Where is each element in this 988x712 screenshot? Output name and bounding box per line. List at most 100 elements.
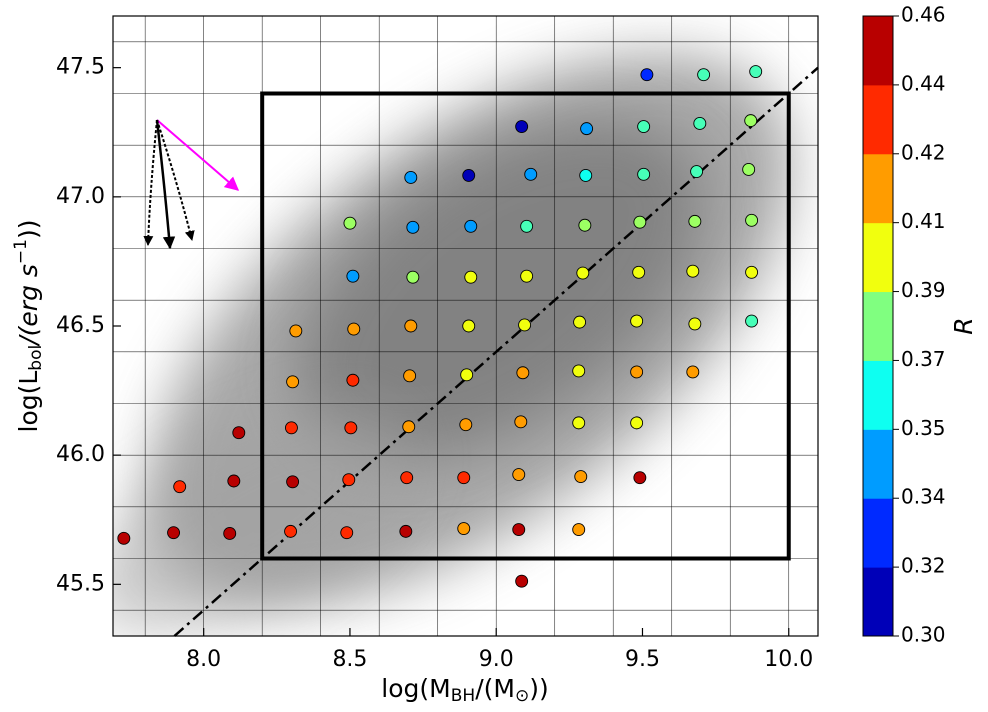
- point: [464, 219, 478, 233]
- background-cloud: [113, 52, 792, 634]
- point: [173, 480, 187, 494]
- point: [744, 114, 758, 128]
- plot-frame: [112, 15, 819, 637]
- point: [289, 324, 303, 338]
- point: [686, 264, 700, 278]
- point: [572, 523, 586, 537]
- x-tick-label: 9.5: [625, 647, 660, 672]
- arrow: [143, 119, 158, 246]
- point: [286, 375, 300, 389]
- colorbar-frame: [862, 15, 894, 637]
- point: [406, 270, 420, 284]
- x-tick-label: 8.0: [186, 647, 221, 672]
- point: [524, 167, 538, 181]
- point: [346, 269, 360, 283]
- point: [637, 120, 651, 134]
- point: [342, 473, 356, 487]
- point: [572, 364, 586, 378]
- point: [578, 218, 592, 232]
- x-tick-label: 10.0: [764, 647, 813, 672]
- point: [462, 319, 476, 333]
- point: [745, 265, 759, 279]
- colorbar-tick-label: 0.32: [901, 554, 946, 578]
- point: [460, 368, 474, 382]
- colorbar-segment: [863, 16, 893, 86]
- colorbar-segment: [863, 84, 893, 155]
- label-sup: −1: [11, 239, 31, 264]
- colorbar-segment: [863, 153, 893, 224]
- point: [457, 522, 471, 535]
- point: [399, 524, 413, 538]
- arrows: [143, 119, 240, 250]
- y-tick-label: 45.5: [56, 571, 105, 596]
- point: [574, 470, 588, 484]
- arrow: [156, 119, 195, 241]
- colorbar: 0.30 0.32 0.34 0.35 0.37 0.39 0.41 0.42 0.44 0.46: [862, 3, 946, 647]
- colorbar-tick-label: 0.42: [901, 140, 946, 164]
- point: [404, 319, 418, 333]
- point: [520, 269, 534, 283]
- x-tick-label: 9.0: [479, 647, 514, 672]
- point: [459, 418, 473, 432]
- point: [580, 122, 594, 136]
- point: [637, 167, 651, 181]
- point: [640, 68, 654, 82]
- point: [404, 171, 418, 184]
- point: [630, 416, 644, 430]
- point: [403, 369, 417, 383]
- y-tick-label: 46.0: [56, 442, 105, 467]
- colorbar-tick-label: 0.37: [901, 347, 946, 371]
- colorbar-segment: [863, 291, 893, 361]
- colorbar-tick-label: 0.41: [901, 209, 946, 233]
- label-part: log(M: [381, 674, 450, 703]
- point: [690, 165, 704, 178]
- point: [633, 471, 647, 485]
- point: [284, 421, 298, 435]
- point: [630, 314, 644, 328]
- label-sub: ⊙: [515, 686, 529, 706]
- point: [512, 523, 526, 537]
- marks: [117, 65, 819, 637]
- colorbar-tick-label: 0.34: [901, 485, 946, 509]
- y-tick-label: 47.5: [56, 55, 105, 80]
- label-part: /(M: [475, 674, 515, 703]
- point: [745, 213, 759, 227]
- point: [688, 317, 702, 331]
- point: [515, 574, 529, 588]
- label-part: )): [14, 220, 43, 240]
- one-to-one-line: [173, 66, 819, 637]
- point: [346, 373, 360, 387]
- point: [117, 531, 131, 545]
- colorbar-segment: [863, 222, 893, 293]
- label-part: log(L: [14, 371, 43, 433]
- colorbar-tick-label: 0.35: [901, 416, 946, 440]
- point: [340, 526, 354, 540]
- point: [573, 315, 587, 329]
- point: [464, 270, 478, 284]
- point: [515, 120, 529, 134]
- point: [227, 474, 241, 488]
- point: [572, 416, 586, 430]
- point: [520, 219, 534, 233]
- point: [576, 266, 590, 280]
- selection-box: [260, 91, 791, 561]
- point: [630, 365, 644, 379]
- point: [688, 214, 702, 228]
- point: [518, 318, 532, 332]
- colorbar-tick-label: 0.44: [901, 71, 946, 95]
- point: [343, 216, 357, 230]
- label-part: /(erg s: [14, 264, 43, 347]
- point: [406, 220, 420, 234]
- point: [633, 215, 647, 229]
- x-axis-label: log(MBH/(M⊙)): [381, 674, 548, 706]
- y-tick-label: 47.0: [56, 184, 105, 209]
- point: [284, 524, 298, 538]
- point: [347, 322, 361, 336]
- point: [462, 168, 476, 182]
- label-part: )): [529, 674, 549, 703]
- y-tick-label: 46.5: [56, 313, 105, 338]
- colorbar-tick-label: 0.30: [901, 623, 946, 647]
- y-axis-label: log(Lbol/(erg s−1)): [11, 220, 46, 433]
- colorbar-segment: [863, 429, 893, 499]
